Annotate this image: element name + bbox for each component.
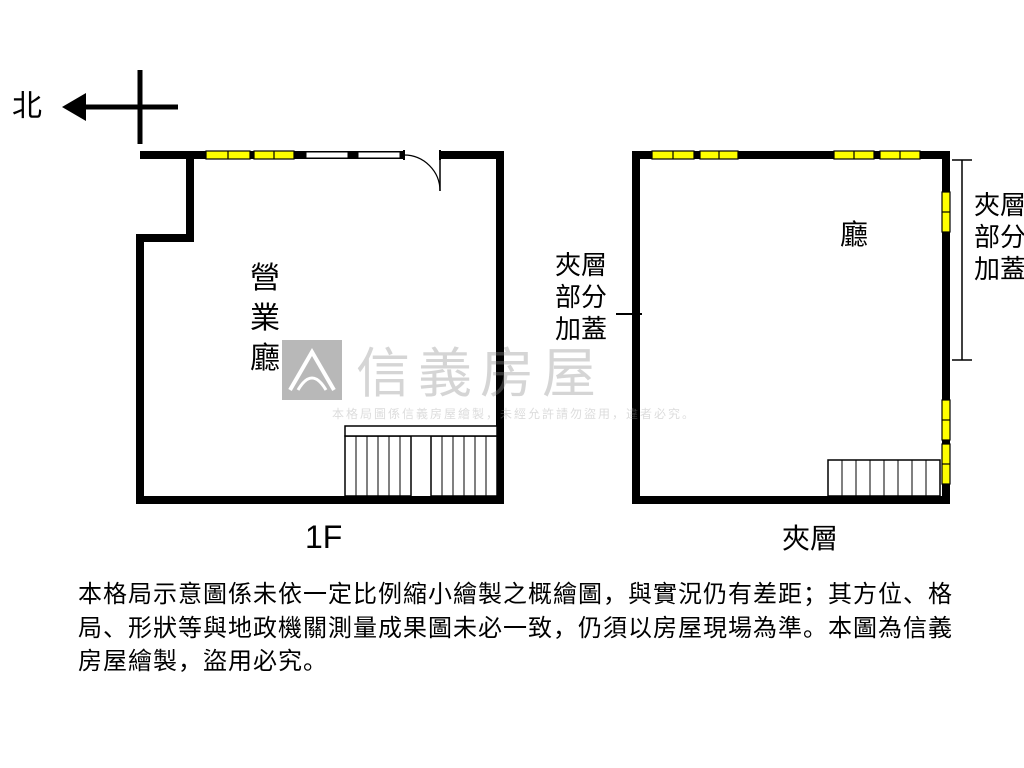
annot-left: 部分 — [555, 282, 607, 312]
window-icon — [652, 151, 694, 159]
annot-right: 部分 — [974, 222, 1024, 252]
left-room-label: 業 — [250, 302, 280, 335]
right-room-label: 廳 — [840, 219, 868, 250]
window-icon — [834, 151, 874, 159]
window-icon — [700, 151, 738, 159]
opening-icon — [306, 152, 348, 158]
window-icon — [942, 400, 950, 440]
left-room-label: 廳 — [250, 342, 280, 375]
opening-icon — [358, 152, 400, 158]
watermark-sub: 本格局圖係信義房屋繪製，未經允許請勿盜用，違者必究。 — [332, 406, 696, 421]
right-plan-outline — [636, 155, 946, 500]
compass-label: 北 — [12, 90, 42, 123]
disclaimer-text: 本格局示意圖係未依一定比例縮小繪製之概繪圖，與實況仍有差距；其方位、格局、形狀等… — [78, 578, 958, 679]
left-floor-label: 1F — [305, 519, 342, 555]
window-icon — [206, 151, 250, 159]
compass-arrowhead — [62, 93, 86, 121]
annot-left: 加蓋 — [555, 314, 607, 344]
window-icon — [880, 151, 920, 159]
annot-left: 夾層 — [555, 250, 607, 280]
left-room-label: 營 — [250, 262, 280, 295]
watermark-text: 信義房屋 — [356, 344, 604, 404]
window-icon — [942, 192, 950, 232]
window-icon — [942, 444, 950, 484]
annot-right: 夾層 — [974, 190, 1024, 220]
annot-right: 加蓋 — [974, 254, 1024, 284]
window-icon — [254, 151, 294, 159]
right-floor-label: 夾層 — [782, 523, 838, 554]
